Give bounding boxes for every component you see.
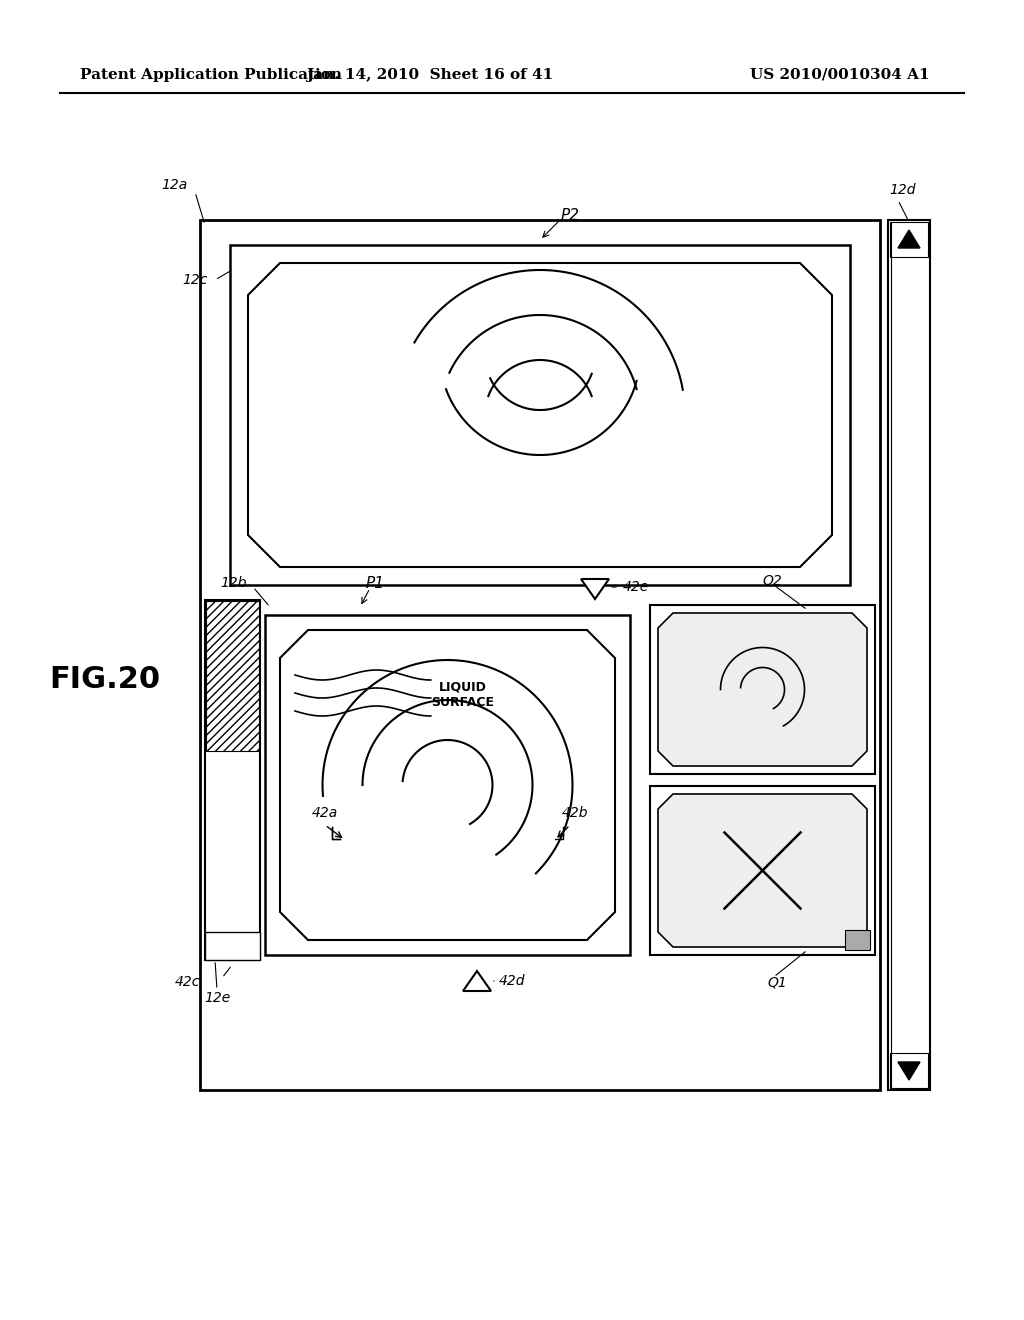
Polygon shape: [898, 230, 920, 248]
Polygon shape: [658, 795, 867, 946]
Text: 42a: 42a: [312, 807, 338, 820]
Polygon shape: [205, 932, 260, 960]
Text: 42d: 42d: [499, 974, 525, 987]
Polygon shape: [581, 579, 609, 599]
Text: 12c: 12c: [182, 273, 208, 286]
Text: P1: P1: [366, 576, 384, 590]
Text: 42b: 42b: [562, 807, 588, 820]
Polygon shape: [658, 612, 867, 766]
Text: 12b: 12b: [220, 576, 247, 590]
Polygon shape: [898, 1063, 920, 1080]
Text: 42e: 42e: [623, 579, 649, 594]
Text: 12a: 12a: [162, 178, 188, 191]
Text: FIG.20: FIG.20: [49, 665, 161, 694]
Polygon shape: [463, 972, 490, 991]
Polygon shape: [845, 931, 870, 950]
Polygon shape: [206, 601, 259, 751]
Polygon shape: [248, 263, 831, 568]
Text: LIQUID
SURFACE: LIQUID SURFACE: [431, 681, 494, 709]
Text: Q2: Q2: [762, 573, 781, 587]
Text: P2: P2: [560, 207, 580, 223]
Text: Patent Application Publication: Patent Application Publication: [80, 69, 342, 82]
Text: 12e: 12e: [204, 991, 230, 1005]
Text: US 2010/0010304 A1: US 2010/0010304 A1: [750, 69, 930, 82]
Polygon shape: [205, 601, 260, 960]
Polygon shape: [280, 630, 615, 940]
Text: 12d: 12d: [890, 183, 916, 197]
Text: Jan. 14, 2010  Sheet 16 of 41: Jan. 14, 2010 Sheet 16 of 41: [306, 69, 554, 82]
Text: Q1: Q1: [767, 975, 786, 990]
Text: 42c: 42c: [175, 975, 200, 989]
